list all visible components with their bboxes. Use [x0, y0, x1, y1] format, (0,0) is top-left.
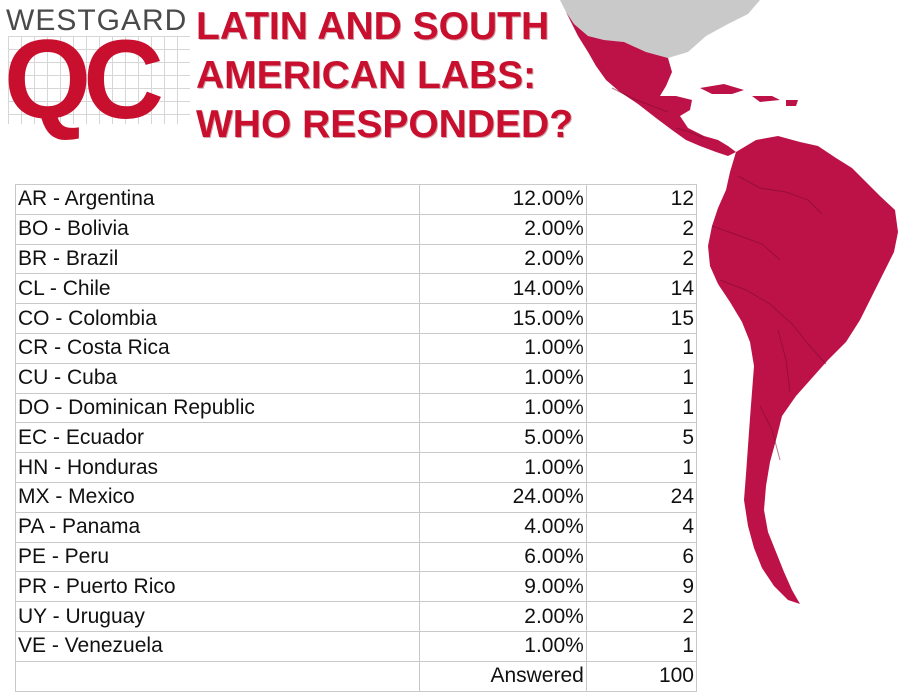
- country-cell: CR - Costa Rica: [15, 332, 420, 364]
- percent-cell: 1.00%: [418, 392, 587, 424]
- table-row: MX - Mexico 24.00% 24: [15, 481, 698, 513]
- percent-cell: 1.00%: [418, 362, 587, 394]
- page-title-line-3: WHO RESPONDED?: [196, 103, 574, 146]
- table-row: BR - Brazil 2.00% 2: [15, 243, 698, 275]
- country-cell: EC - Ecuador: [15, 422, 420, 454]
- count-cell: 5: [585, 422, 698, 454]
- percent-cell: 24.00%: [418, 481, 587, 513]
- south-america-shape: [708, 136, 898, 604]
- central-america-shape: [566, 12, 736, 156]
- percent-cell: 1.00%: [418, 452, 587, 483]
- table-row: AR - Argentina 12.00% 12: [15, 184, 698, 215]
- table-row: PA - Panama 4.00% 4: [15, 511, 698, 543]
- brand-logo: QC: [4, 17, 164, 142]
- table-row: CR - Costa Rica 1.00% 1: [15, 332, 698, 364]
- percent-cell: 1.00%: [418, 630, 587, 662]
- table-row: CL - Chile 14.00% 14: [15, 273, 698, 305]
- percent-cell: 9.00%: [418, 571, 587, 603]
- table-row: DO - Dominican Republic 1.00% 1: [15, 392, 698, 424]
- country-cell: CO - Colombia: [15, 303, 420, 334]
- count-cell: 9: [585, 571, 698, 603]
- percent-cell: 4.00%: [418, 511, 587, 543]
- logo-grid-background: [8, 36, 190, 124]
- percent-cell: 1.00%: [418, 332, 587, 364]
- responses-table: AR - Argentina 12.00% 12 BO - Bolivia 2.00%…: [15, 184, 698, 692]
- count-cell: 1: [585, 452, 698, 483]
- count-cell: 1: [585, 362, 698, 394]
- brand-name: WESTGARD: [6, 4, 188, 37]
- count-cell: 2: [585, 213, 698, 245]
- page-title-line-2: AMERICAN LABS:: [196, 54, 537, 97]
- table-row: CO - Colombia 15.00% 15: [15, 303, 698, 334]
- country-borders: [611, 87, 827, 461]
- total-row: Answered 100: [15, 660, 698, 692]
- table-row: VE - Venezuela 1.00% 1: [15, 630, 698, 662]
- percent-cell: 2.00%: [418, 213, 587, 245]
- total-empty-cell: [15, 660, 420, 692]
- country-cell: HN - Honduras: [15, 452, 420, 483]
- count-cell: 24: [585, 481, 698, 513]
- count-cell: 1: [585, 332, 698, 364]
- count-cell: 6: [585, 541, 698, 573]
- percent-cell: 15.00%: [418, 303, 587, 334]
- total-label: Answered: [418, 660, 587, 692]
- count-cell: 2: [585, 243, 698, 275]
- country-cell: MX - Mexico: [15, 481, 420, 513]
- table-row: PR - Puerto Rico 9.00% 9: [15, 571, 698, 603]
- page-title-line-1: LATIN AND SOUTH: [196, 5, 550, 48]
- caribbean-islands-shape: [700, 84, 798, 106]
- page-title: LATIN AND SOUTH AMERICAN LABS: WHO RESPO…: [196, 2, 573, 149]
- country-cell: PR - Puerto Rico: [15, 571, 420, 603]
- count-cell: 4: [585, 511, 698, 543]
- country-cell: BO - Bolivia: [15, 213, 420, 245]
- table-row: BO - Bolivia 2.00% 2: [15, 213, 698, 245]
- count-cell: 2: [585, 601, 698, 632]
- percent-cell: 2.00%: [418, 243, 587, 275]
- country-cell: DO - Dominican Republic: [15, 392, 420, 424]
- percent-cell: 5.00%: [418, 422, 587, 454]
- table-row: PE - Peru 6.00% 6: [15, 541, 698, 573]
- count-cell: 1: [585, 630, 698, 662]
- total-value: 100: [585, 660, 698, 692]
- table-row: CU - Cuba 1.00% 1: [15, 362, 698, 394]
- table-row: EC - Ecuador 5.00% 5: [15, 422, 698, 454]
- north-america-shape: [560, 0, 760, 58]
- country-cell: CU - Cuba: [15, 362, 420, 394]
- country-cell: BR - Brazil: [15, 243, 420, 275]
- count-cell: 1: [585, 392, 698, 424]
- table-row: HN - Honduras 1.00% 1: [15, 452, 698, 483]
- percent-cell: 14.00%: [418, 273, 587, 305]
- percent-cell: 2.00%: [418, 601, 587, 632]
- count-cell: 14: [585, 273, 698, 305]
- country-cell: CL - Chile: [15, 273, 420, 305]
- table-row: UY - Uruguay 2.00% 2: [15, 601, 698, 632]
- country-cell: UY - Uruguay: [15, 601, 420, 632]
- count-cell: 15: [585, 303, 698, 334]
- count-cell: 12: [585, 184, 698, 215]
- percent-cell: 12.00%: [418, 184, 587, 215]
- country-cell: PA - Panama: [15, 511, 420, 543]
- percent-cell: 6.00%: [418, 541, 587, 573]
- country-cell: PE - Peru: [15, 541, 420, 573]
- country-cell: AR - Argentina: [15, 184, 420, 215]
- country-cell: VE - Venezuela: [15, 630, 420, 662]
